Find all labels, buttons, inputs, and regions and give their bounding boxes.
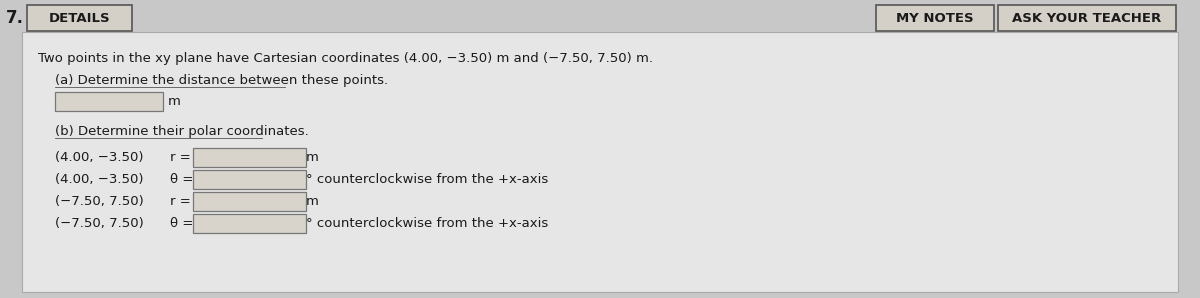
Text: m: m [306,195,319,208]
Text: DETAILS: DETAILS [49,12,110,24]
FancyBboxPatch shape [22,32,1178,292]
Text: θ =: θ = [170,173,193,186]
Text: (4.00, −3.50): (4.00, −3.50) [55,151,144,164]
FancyBboxPatch shape [193,192,306,211]
FancyBboxPatch shape [876,5,994,31]
FancyBboxPatch shape [28,5,132,31]
FancyBboxPatch shape [998,5,1176,31]
Text: MY NOTES: MY NOTES [896,12,974,24]
Text: (b) Determine their polar coordinates.: (b) Determine their polar coordinates. [55,125,308,138]
FancyBboxPatch shape [193,170,306,189]
Text: ° counterclockwise from the +x-axis: ° counterclockwise from the +x-axis [306,173,548,186]
Text: (−7.50, 7.50): (−7.50, 7.50) [55,217,144,230]
Text: m: m [306,151,319,164]
Text: ASK YOUR TEACHER: ASK YOUR TEACHER [1013,12,1162,24]
Text: 7.: 7. [6,9,24,27]
Text: Two points in the xy plane have Cartesian coordinates (4.00, −3.50) m and (−7.50: Two points in the xy plane have Cartesia… [38,52,653,65]
Text: ° counterclockwise from the +x-axis: ° counterclockwise from the +x-axis [306,217,548,230]
Text: (−7.50, 7.50): (−7.50, 7.50) [55,195,144,208]
Text: r =: r = [170,195,191,208]
Text: r =: r = [170,151,191,164]
Text: θ =: θ = [170,217,193,230]
FancyBboxPatch shape [55,92,163,111]
FancyBboxPatch shape [193,148,306,167]
Text: (a) Determine the distance between these points.: (a) Determine the distance between these… [55,74,388,87]
Text: m: m [168,95,181,108]
Text: (4.00, −3.50): (4.00, −3.50) [55,173,144,186]
FancyBboxPatch shape [193,214,306,233]
